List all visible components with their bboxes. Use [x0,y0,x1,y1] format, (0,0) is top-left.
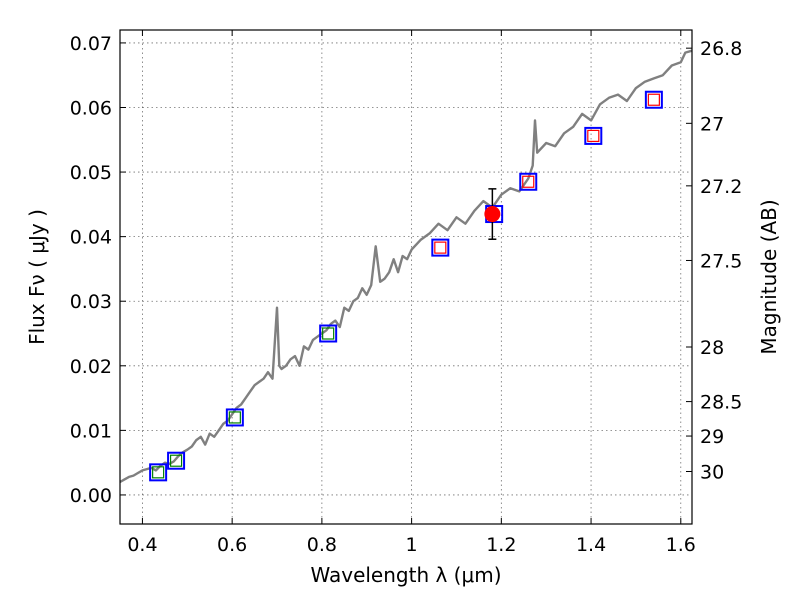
observed-band-marker [431,238,450,257]
y-tick-label: 0.04 [70,227,112,249]
model-band-marker [169,454,183,467]
observed-band-marker [519,172,538,191]
model-band-marker [152,466,165,479]
observed-band-marker [644,90,663,109]
model-band-marker [322,327,335,340]
model-band-marker [434,241,447,254]
y-tick-label: 0.01 [70,420,112,442]
x-tick-label: 1.6 [666,534,696,556]
model-band-marker [647,93,660,106]
observed-band-marker [149,463,168,482]
model-spectrum-line [119,49,693,484]
x-tick-label: 0.6 [217,534,247,556]
chart-series [119,49,693,484]
y-tick-label: 0.06 [70,97,112,119]
y-tick-label: 0.00 [70,485,112,507]
y-tick-label: 0.02 [70,356,112,378]
observed-band-marker [584,126,603,145]
y-axis-label: Flux Fν ( μJy ) [25,209,49,345]
right-tick-label: 28 [700,337,724,359]
x-tick-label: 0.4 [127,534,157,556]
detection-point [484,206,501,223]
right-tick-label: 27.2 [700,176,742,198]
right-tick-label: 28.5 [700,392,742,414]
right-tick-label: 29 [700,426,724,448]
right-tick-label: 27.5 [700,250,742,272]
grid-lines [120,30,692,524]
plot-frame [119,29,693,525]
right-tick-label: 26.8 [700,38,742,60]
x-axis-label: Wavelength λ (μm) [310,563,501,587]
x-tick-label: 1 [406,534,418,556]
model-band-marker [522,175,535,188]
right-tick-label: 30 [700,461,724,483]
y-tick-label: 0.03 [70,291,112,313]
x-tick-label: 1.2 [486,534,516,556]
model-band-marker [587,129,600,143]
x-tick-label: 0.8 [307,534,337,556]
y-tick-label: 0.05 [70,162,112,184]
right-axis-label: Magnitude (AB) [757,199,781,354]
y-tick-label: 0.07 [70,33,112,55]
observed-band-marker [225,408,244,427]
axis-ticks: 0.4 0.6 0.8 1 1.2 1.4 1.6 0.00 0.01 0.02 0.03 0.04 0… [70,30,742,556]
x-tick-label: 1.4 [576,534,606,556]
right-tick-label: 27 [700,113,724,135]
observed-band-marker [167,451,186,470]
model-band-marker [228,411,241,424]
observed-band-marker [319,324,338,343]
